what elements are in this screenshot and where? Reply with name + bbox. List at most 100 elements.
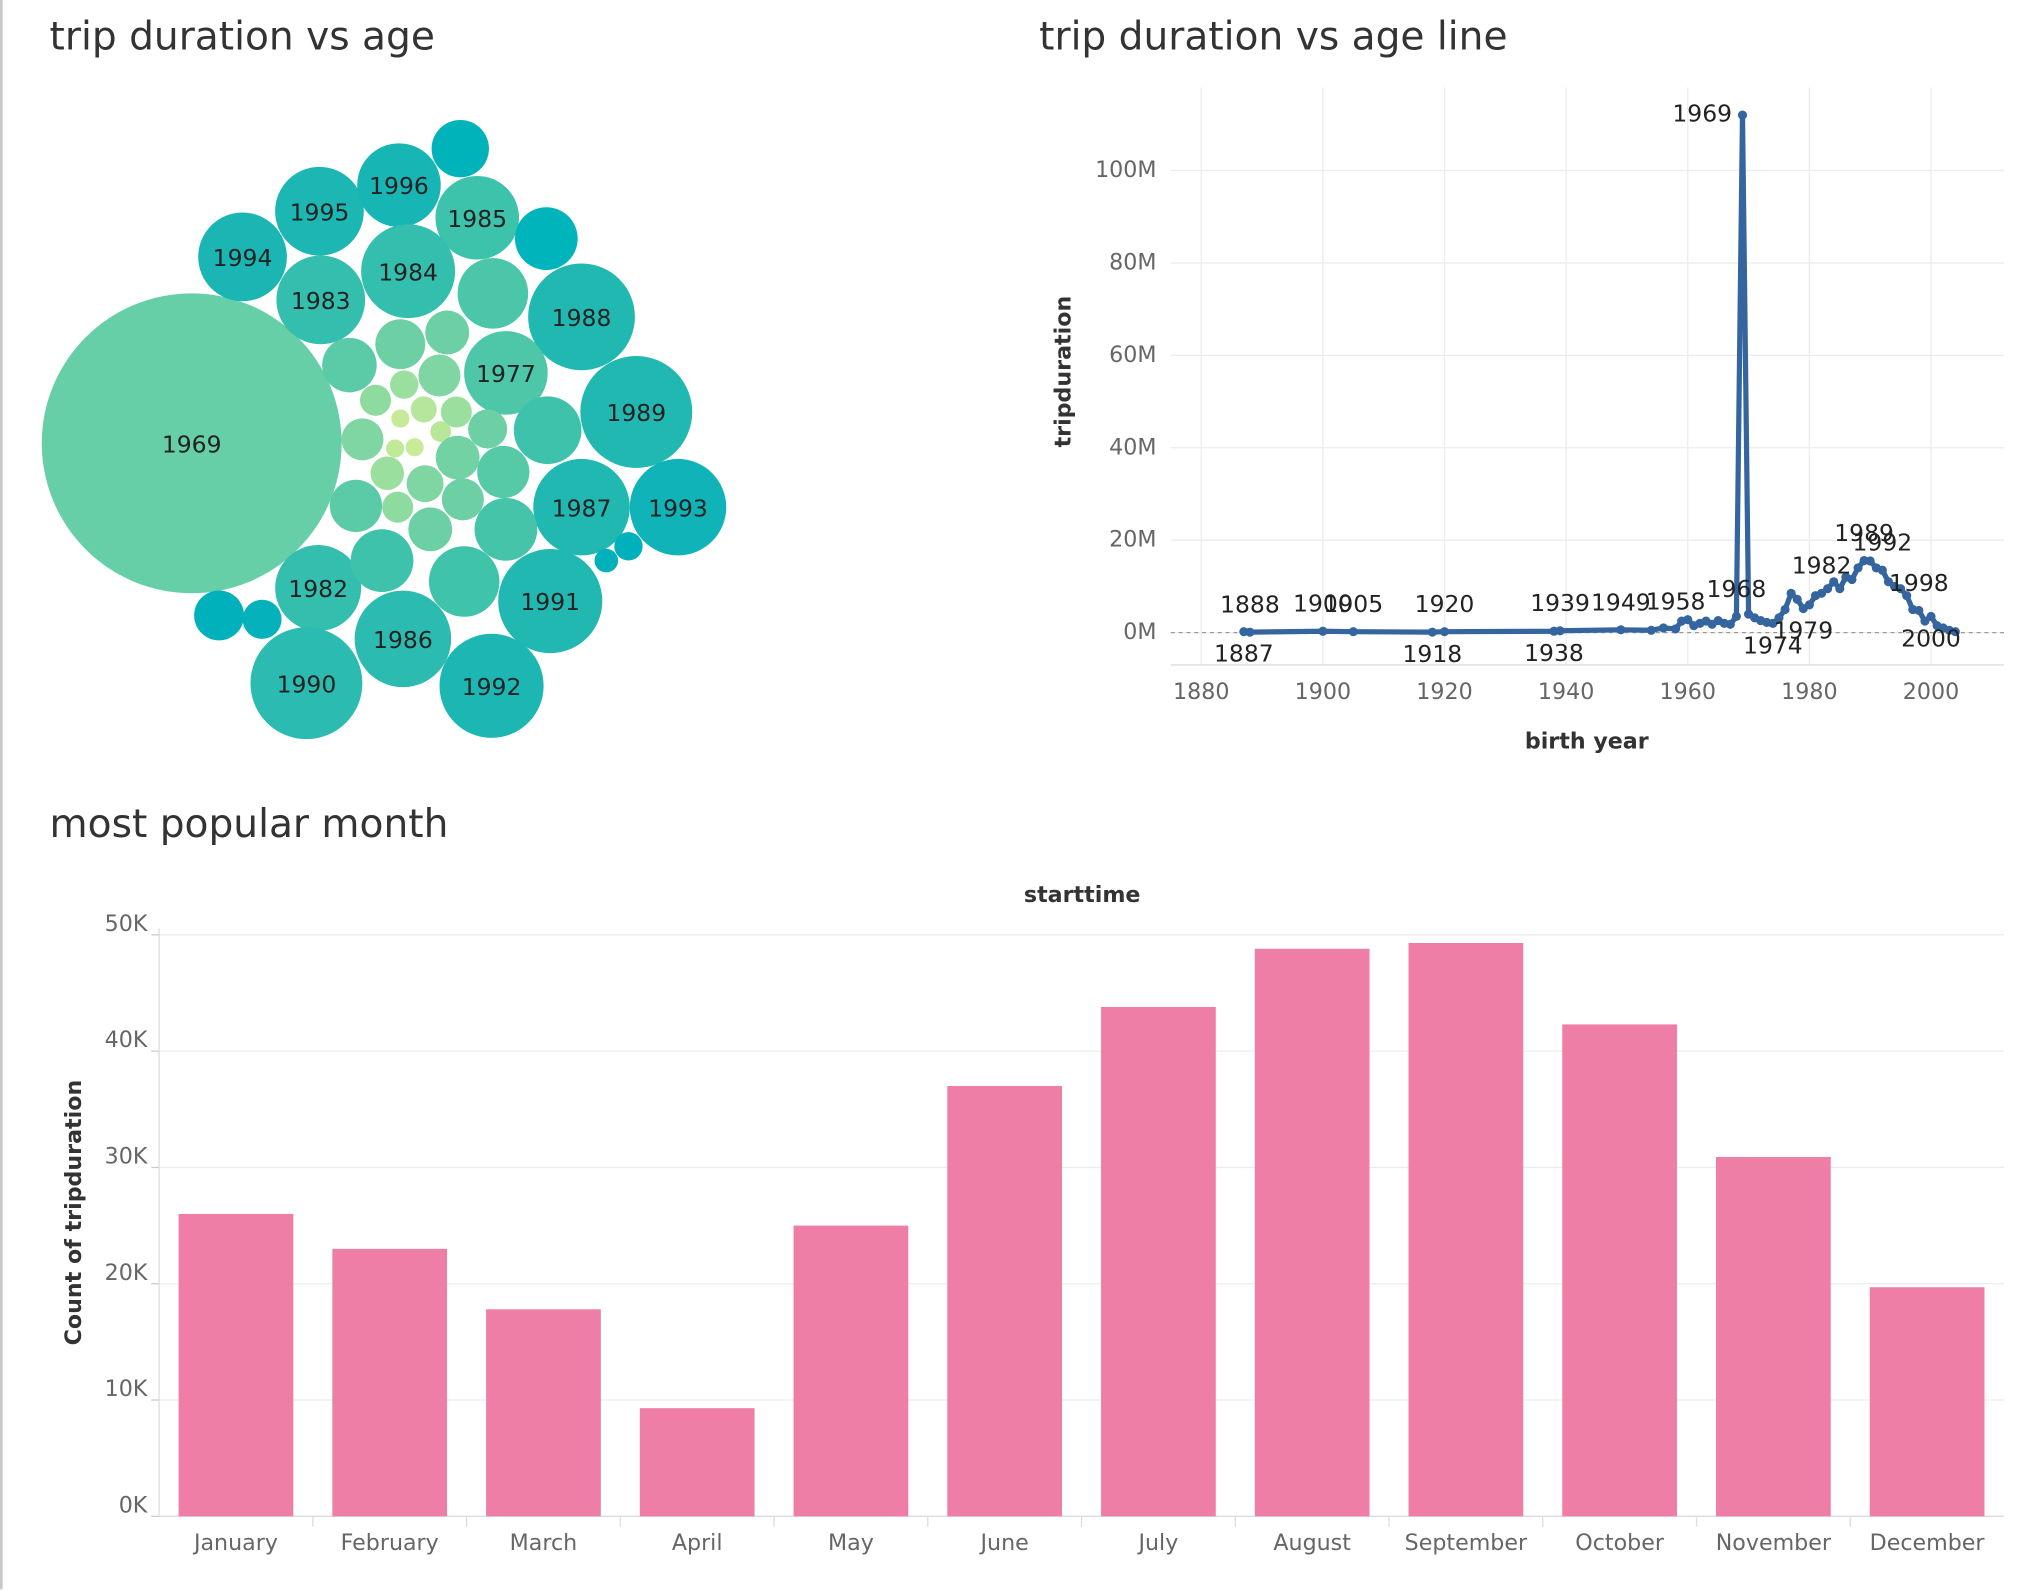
line-point <box>1318 626 1328 636</box>
y-axis-title: Count of tripduration <box>61 1080 87 1346</box>
bubble <box>405 438 424 457</box>
bubble <box>514 207 578 270</box>
bubble <box>41 293 342 594</box>
bubble <box>440 396 472 428</box>
bar <box>639 1408 755 1517</box>
bubble-label: 1987 <box>552 494 612 522</box>
bubble <box>614 532 643 561</box>
data-label: 1968 <box>1707 575 1767 603</box>
x-axis-title: birth year <box>1525 728 1649 754</box>
bar <box>332 1248 448 1517</box>
bubble <box>468 409 508 449</box>
bubble-label: 1996 <box>369 172 429 200</box>
bubble <box>357 143 441 227</box>
bubble <box>354 590 452 688</box>
bar <box>486 1309 601 1517</box>
bubble-label: 1983 <box>291 287 351 315</box>
bubble <box>580 356 693 468</box>
x-tick-label: November <box>1716 1530 1832 1556</box>
x-tick-label: 1940 <box>1538 679 1594 705</box>
bubble <box>275 166 364 256</box>
y-tick-label: 0M <box>1123 619 1156 645</box>
bubble <box>408 507 453 552</box>
data-label: 1888 <box>1220 591 1280 619</box>
data-label: 2000 <box>1901 624 1961 652</box>
chart-title: trip duration vs age line <box>1039 15 1507 60</box>
line-point <box>1823 584 1833 594</box>
line-point <box>1914 605 1924 615</box>
y-tick-label: 20K <box>105 1260 148 1286</box>
data-label: 1958 <box>1646 587 1706 615</box>
bubble <box>498 549 603 654</box>
y-tick-label: 50K <box>105 911 148 937</box>
x-tick-label: 1980 <box>1781 679 1837 705</box>
data-label: 1979 <box>1773 617 1833 645</box>
line-point <box>1671 624 1681 634</box>
x-tick-label: March <box>510 1530 578 1556</box>
x-tick-label: 1900 <box>1295 679 1351 705</box>
line-point <box>1646 625 1656 635</box>
line-point <box>1792 594 1802 604</box>
bar <box>947 1086 1063 1517</box>
line-point <box>1616 625 1626 635</box>
line-point <box>1902 591 1912 601</box>
line-point <box>1847 574 1857 585</box>
bubble <box>350 529 414 593</box>
line-point <box>1439 627 1450 637</box>
bubble <box>513 396 582 465</box>
bubble-label: 1969 <box>162 430 222 458</box>
bubble-label: 1990 <box>277 670 337 698</box>
line-point <box>1737 110 1748 120</box>
y-tick-label: 0K <box>119 1492 148 1518</box>
line-point <box>1804 600 1814 610</box>
line-point <box>1786 588 1796 598</box>
line-point <box>1555 626 1565 636</box>
x-tick-label: May <box>828 1530 874 1556</box>
y-tick-label: 40K <box>105 1027 148 1053</box>
x-tick-label: February <box>341 1530 439 1556</box>
bubble <box>435 175 520 260</box>
y-axis-title: tripduration <box>1050 296 1076 448</box>
line-point <box>1835 584 1845 594</box>
line-point <box>1829 577 1839 587</box>
bubble <box>322 337 377 393</box>
bubble-label: 1977 <box>476 360 536 388</box>
data-label: 1920 <box>1415 590 1475 618</box>
bubble <box>329 479 383 533</box>
line-point <box>1896 584 1906 594</box>
bubble <box>194 590 245 641</box>
bubble-label: 1986 <box>373 626 433 654</box>
x-tick-label: 1920 <box>1416 679 1472 705</box>
x-tick-label: 1960 <box>1660 679 1716 705</box>
bar <box>1101 1006 1216 1517</box>
bubble <box>275 545 362 631</box>
bubble-label: 1982 <box>288 575 348 603</box>
x-tick-label: August <box>1273 1530 1351 1556</box>
bubble-label: 1989 <box>606 399 666 427</box>
bubble-label: 1992 <box>462 673 522 701</box>
bubble <box>428 546 500 617</box>
bubble <box>410 396 437 423</box>
data-label: 1989 <box>1834 519 1894 547</box>
bar <box>1408 942 1524 1517</box>
x-tick-label: April <box>672 1530 723 1556</box>
x-tick-label: July <box>1136 1530 1178 1556</box>
line-point <box>1780 604 1790 615</box>
bubble-label: 1984 <box>378 258 438 286</box>
bubble <box>439 633 544 738</box>
x-tick-label: June <box>979 1530 1029 1556</box>
bubble <box>533 458 630 556</box>
line-point <box>1731 611 1741 621</box>
y-tick-label: 30K <box>105 1144 148 1170</box>
y-tick-label: 40M <box>1109 434 1156 460</box>
bubble <box>360 384 392 416</box>
data-label: 1992 <box>1853 529 1913 557</box>
line-point <box>1725 619 1735 629</box>
data-label: 1887 <box>1214 640 1274 668</box>
line-point <box>1877 565 1887 575</box>
data-label: 1974 <box>1743 631 1803 659</box>
bubble <box>528 263 635 371</box>
y-tick-label: 60M <box>1109 342 1156 368</box>
y-tick-label: 20M <box>1109 527 1156 553</box>
data-label: 1949 <box>1591 588 1651 616</box>
